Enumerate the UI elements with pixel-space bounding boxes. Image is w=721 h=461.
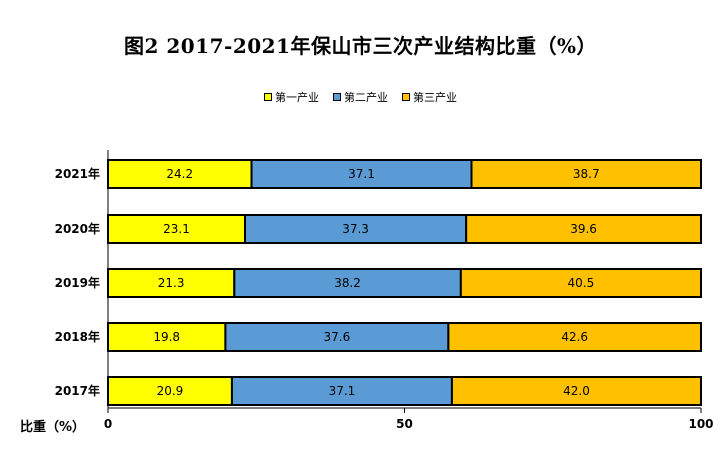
bar-segment-tertiary: [465, 214, 702, 244]
legend-swatch-tertiary: [402, 93, 410, 101]
y-tick-label: 2020年: [55, 221, 100, 236]
data-label: 37.6: [324, 330, 351, 344]
data-label: 24.2: [166, 167, 193, 181]
legend-item-secondary: 第二产业: [333, 89, 388, 105]
legend-item-primary: 第一产业: [264, 89, 319, 105]
legend-swatch-primary: [264, 93, 272, 101]
bar-segment-tertiary: [459, 268, 702, 298]
bar-segment-primary: [107, 322, 227, 352]
data-label: 38.7: [573, 167, 600, 181]
legend-item-tertiary: 第三产业: [402, 89, 457, 105]
chart-title: 图2 2017-2021年保山市三次产业结构比重（%）: [123, 34, 597, 58]
bar-segment-secondary: [243, 214, 468, 244]
data-label: 37.1: [348, 167, 375, 181]
bar-segment-secondary: [224, 322, 450, 352]
data-label: 42.0: [563, 384, 590, 398]
legend-swatch-secondary: [333, 93, 341, 101]
bar-segment-tertiary: [447, 322, 702, 352]
y-tick-label: 2021年: [55, 166, 100, 181]
legend-label-primary: 第一产业: [275, 91, 319, 104]
x-tick-label: 0: [104, 417, 112, 431]
x-axis-label: 比重（%）: [20, 420, 86, 435]
data-label: 37.1: [329, 384, 356, 398]
x-tick-label: 100: [688, 417, 713, 431]
legend-label-tertiary: 第三产业: [413, 91, 457, 104]
y-tick-label: 2017年: [55, 383, 100, 398]
x-tick-label: 50: [396, 417, 413, 431]
data-label: 21.3: [158, 276, 185, 290]
y-tick-label: 2019年: [55, 275, 100, 290]
bar-segment-secondary: [250, 159, 473, 189]
chart-legend: 第一产业 第二产业 第三产业: [0, 89, 721, 105]
data-label: 42.6: [561, 330, 588, 344]
bar-segment-secondary: [230, 376, 453, 406]
bar-segment-tertiary: [470, 159, 702, 189]
legend-label-secondary: 第二产业: [344, 91, 388, 104]
bar-segment-primary: [107, 214, 246, 244]
data-label: 19.8: [153, 330, 180, 344]
y-tick-label: 2018年: [55, 329, 100, 344]
data-label: 23.1: [163, 222, 190, 236]
data-label: 37.3: [342, 222, 369, 236]
data-label: 38.2: [334, 276, 361, 290]
data-label: 40.5: [568, 276, 595, 290]
data-label: 20.9: [157, 384, 184, 398]
bar-segment-tertiary: [450, 376, 702, 406]
data-label: 39.6: [570, 222, 597, 236]
